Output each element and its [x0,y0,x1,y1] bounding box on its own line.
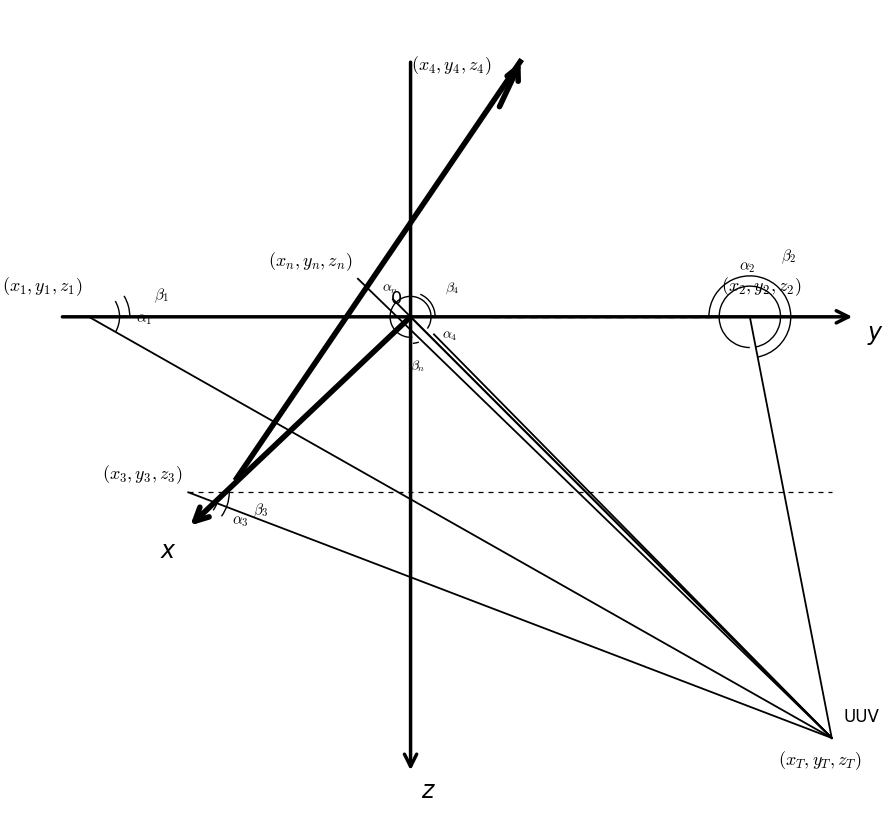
Text: $(x_2, y_2, z_2)$: $(x_2, y_2, z_2)$ [721,275,801,298]
Text: $\alpha_n$: $\alpha_n$ [381,282,398,296]
Text: $(x_3, y_3, z_3)$: $(x_3, y_3, z_3)$ [102,464,182,486]
Text: UUV: UUV [843,708,880,726]
Text: $\alpha_1$: $\alpha_1$ [136,312,153,327]
Text: $(x_1, y_1, z_1)$: $(x_1, y_1, z_1)$ [3,275,83,298]
Text: $\beta_n$: $\beta_n$ [410,359,425,374]
Text: $\alpha_2$: $\alpha_2$ [739,260,755,275]
Text: $z$: $z$ [421,779,436,803]
Text: $0$: $0$ [389,290,402,308]
Text: $\alpha_4$: $\alpha_4$ [442,328,457,342]
Text: $\beta_3$: $\beta_3$ [253,501,268,520]
Text: $\beta_2$: $\beta_2$ [780,248,796,266]
Text: $\beta_1$: $\beta_1$ [154,287,170,305]
Text: $\beta_4$: $\beta_4$ [446,281,460,296]
Text: $(x_4, y_4, z_4)$: $(x_4, y_4, z_4)$ [412,54,492,77]
Text: $\alpha_3$: $\alpha_3$ [231,514,248,529]
Text: $y$: $y$ [867,323,884,346]
Text: $(x_T, y_T, z_T)$: $(x_T, y_T, z_T)$ [778,749,862,772]
Text: $(x_n, y_n, z_n)$: $(x_n, y_n, z_n)$ [268,251,352,273]
Text: $x$: $x$ [160,539,177,563]
